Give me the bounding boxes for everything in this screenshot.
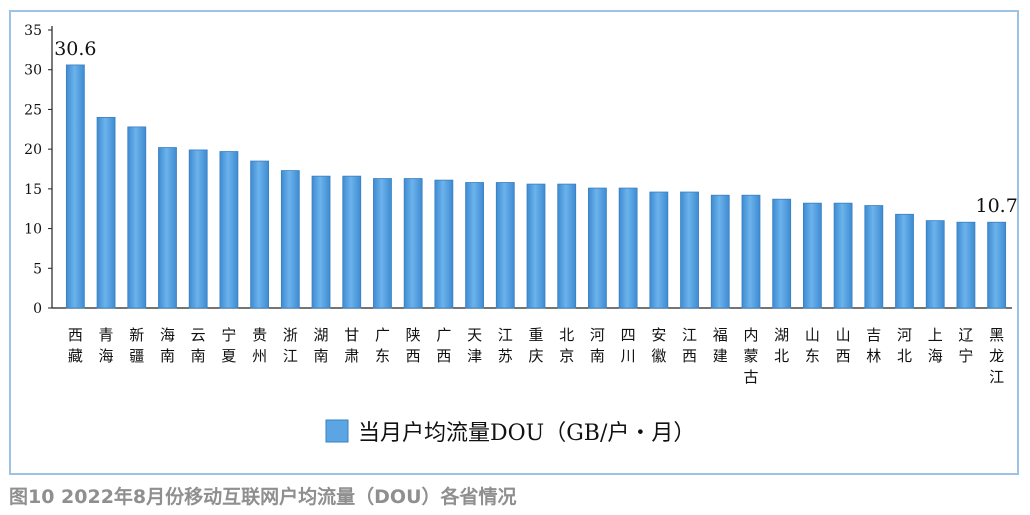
data-labels: 30.6 10.7 [54,38,1018,217]
x-tick-label: 河北 [897,326,912,365]
x-tick-label: 新疆 [129,326,144,365]
bar-宁夏 [219,151,239,309]
x-tick-label: 贵州 [252,326,267,365]
figure-caption: 图10 2022年8月份移动互联网户均流量（DOU）各省情况 [9,486,517,508]
x-tick-label: 河南 [590,326,605,365]
x-tick-label: 四川 [621,326,636,365]
bar-chart: 0 5 10 15 20 25 30 35 西藏青海新疆海南云南宁夏贵州浙江湖南甘肃广东陕西广… [24,23,1018,446]
legend-label: 当月户均流量DOU（GB/户・月） [358,421,695,446]
x-tick-label: 青海 [99,326,114,365]
x-tick-label: 甘肃 [344,326,359,365]
x-tick-label: 吉林 [866,326,881,365]
bar-河北 [895,213,914,309]
x-tick-label: 陕西 [406,326,421,365]
bars [65,64,1007,309]
bar-上海 [925,220,945,309]
bar-安徽 [649,191,669,309]
x-tick-label: 天津 [467,326,482,365]
bar-四川 [618,187,638,309]
bar-黑龙江 [987,221,1007,309]
bar-广西 [434,179,454,309]
x-tick-label: 广西 [436,326,451,365]
bar-山西 [833,202,853,309]
bar-福建 [710,194,730,309]
bar-湖北 [772,198,792,309]
x-tick-label: 江苏 [498,326,513,365]
bar-云南 [188,149,208,309]
bar-浙江 [280,170,300,309]
x-tick-label: 黑龙江 [989,326,1004,386]
x-tick-label: 海南 [160,326,175,365]
y-tick-label: 5 [33,261,42,277]
x-tick-label: 安徽 [651,326,666,365]
bar-湖南 [311,175,331,309]
bar-北京 [557,183,577,309]
x-tick-label: 广东 [375,326,390,365]
x-tick-label: 北京 [559,326,574,365]
bar-内蒙古 [741,194,761,309]
bar-河南 [588,187,607,309]
bar-青海 [96,116,116,309]
y-tick-label: 35 [24,23,42,39]
bar-广东 [373,178,392,309]
bar-西藏 [65,64,85,309]
legend-swatch [325,419,349,443]
x-tick-label: 福建 [713,326,728,365]
bar-海南 [158,147,177,309]
bar-甘肃 [342,175,362,309]
y-tick-label: 30 [24,63,42,79]
x-axis-labels: 西藏青海新疆海南云南宁夏贵州浙江湖南甘肃广东陕西广西天津江苏重庆北京河南四川安徽… [68,326,1004,386]
legend: 当月户均流量DOU（GB/户・月） [325,419,695,446]
x-tick-label: 湖北 [774,326,789,365]
bar-江苏 [495,182,515,309]
bar-山东 [802,202,822,309]
x-tick-label: 西藏 [68,326,83,365]
y-tick-label: 15 [24,182,42,198]
bar-吉林 [864,205,884,309]
x-tick-label: 重庆 [528,326,543,365]
x-tick-label: 浙江 [283,326,298,365]
y-tick-label: 25 [24,102,42,118]
y-tick-label: 0 [33,301,42,317]
bar-江西 [680,191,699,309]
x-tick-label: 宁夏 [221,326,236,365]
bar-陕西 [403,178,423,309]
x-tick-label: 山东 [805,326,820,365]
data-label: 10.7 [975,195,1017,217]
x-tick-label: 山西 [836,326,851,365]
bar-新疆 [127,126,147,309]
bar-重庆 [526,183,546,309]
data-label: 30.6 [54,38,96,60]
y-tick-label: 10 [24,222,42,238]
x-tick-label: 辽宁 [958,326,973,365]
x-tick-label: 内蒙古 [743,326,758,386]
y-tick-label: 20 [24,142,42,158]
bar-贵州 [250,160,270,309]
x-tick-label: 云南 [191,326,206,365]
x-tick-label: 江西 [682,326,697,365]
x-tick-label: 上海 [928,326,943,365]
bar-辽宁 [956,221,976,309]
bar-天津 [465,182,484,309]
x-tick-label: 湖南 [314,326,329,365]
